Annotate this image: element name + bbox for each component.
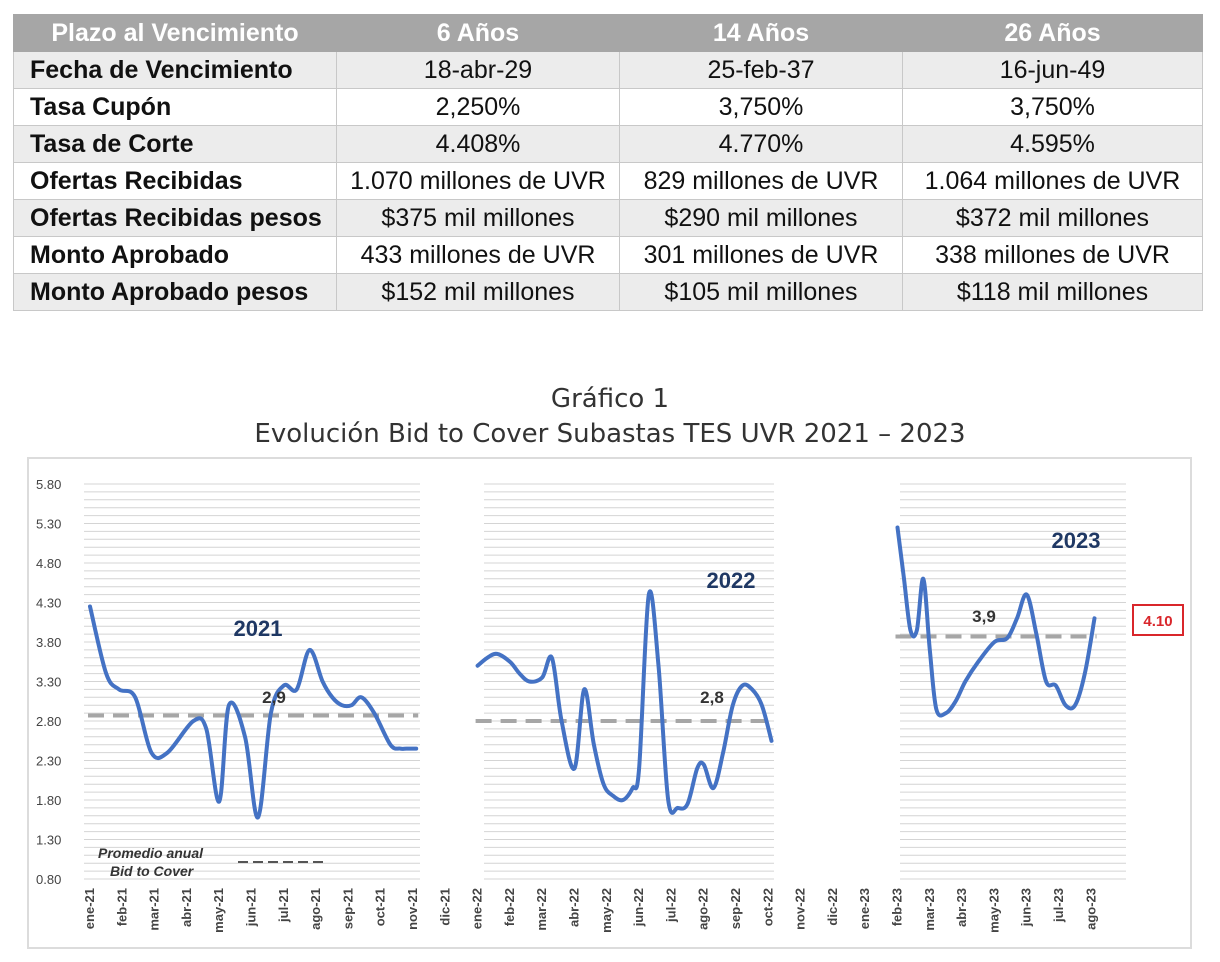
chart-subtitle: Evolución Bid to Cover Subastas TES UVR … — [254, 419, 966, 449]
y-tick-label: 2.80 — [36, 714, 61, 729]
series-line-2022 — [475, 589, 774, 815]
x-tick-label: feb-23 — [890, 888, 905, 926]
table-cell: 18-abr-29 — [336, 51, 620, 89]
y-tick-label: 5.30 — [36, 517, 61, 532]
x-tick-label: jun-22 — [631, 888, 646, 927]
grid-panel-2 — [484, 483, 774, 880]
year-label-2023: 2023 — [1052, 528, 1101, 553]
table-cell: 4.408% — [336, 125, 620, 163]
table-cell: 2,250% — [336, 88, 620, 126]
x-tick-label: abr-21 — [179, 888, 194, 927]
table-cell: $118 mil millones — [902, 273, 1203, 311]
table-cell: 16-jun-49 — [902, 51, 1203, 89]
table-cell: 3,750% — [902, 88, 1203, 126]
table-row: Fecha de Vencimiento 18-abr-29 25-feb-37… — [13, 51, 1203, 89]
x-tick-label: ene-21 — [82, 888, 97, 929]
x-tick-label: sep-22 — [728, 888, 743, 929]
table-header-row: Plazo al Vencimiento 6 Años 14 Años 26 A… — [13, 14, 1203, 52]
x-tick-label: nov-22 — [793, 888, 808, 930]
row-label: Tasa de Corte — [13, 125, 337, 163]
last-value-box — [1132, 604, 1184, 636]
x-tick-label: mar-23 — [922, 888, 937, 931]
x-tick-label: ene-22 — [470, 888, 485, 929]
x-tick-label: abr-23 — [954, 888, 969, 927]
y-tick-label: 2.30 — [36, 754, 61, 769]
row-label: Ofertas Recibidas — [13, 162, 337, 200]
y-tick-label: 1.80 — [36, 793, 61, 808]
x-tick-label: mar-21 — [147, 888, 162, 931]
table-cell: 433 millones de UVR — [336, 236, 620, 274]
header-26-years: 26 Años — [902, 14, 1203, 52]
x-tick-label: jun-21 — [244, 888, 259, 927]
y-tick-label: 1.30 — [36, 833, 61, 848]
table-cell: $372 mil millones — [902, 199, 1203, 237]
x-tick-label: dic-22 — [825, 888, 840, 926]
x-tick-label: oct-21 — [373, 888, 388, 926]
table-cell: 829 millones de UVR — [619, 162, 903, 200]
table-row: Monto Aprobado 433 millones de UVR 301 m… — [13, 236, 1203, 274]
table-row: Ofertas Recibidas pesos $375 mil millone… — [13, 199, 1203, 237]
y-tick-label: 4.80 — [36, 556, 61, 571]
x-tick-label: dic-21 — [437, 888, 452, 926]
last-value-label: 4.10 — [1143, 613, 1172, 630]
x-tick-label: jul-22 — [663, 888, 678, 923]
x-tick-label: nov-21 — [405, 888, 420, 930]
header-plazo: Plazo al Vencimiento — [13, 14, 337, 52]
legend-text-line1: Promedio anual — [98, 845, 204, 861]
table-cell: $152 mil millones — [336, 273, 620, 311]
table-cell: 301 millones de UVR — [619, 236, 903, 274]
average-label-2022: 2,8 — [700, 688, 724, 707]
x-tick-label: ago-21 — [308, 888, 323, 930]
year-label-2022: 2022 — [707, 568, 756, 593]
table-cell: $105 mil millones — [619, 273, 903, 311]
average-label-2021: 2,9 — [262, 688, 286, 707]
x-tick-label: ago-23 — [1083, 888, 1098, 930]
series-line-2023 — [895, 525, 1097, 718]
x-tick-label: sep-21 — [340, 888, 355, 929]
x-tick-label: may-23 — [986, 888, 1001, 933]
table-cell: $290 mil millones — [619, 199, 903, 237]
table-cell: 4.770% — [619, 125, 903, 163]
table-cell: 4.595% — [902, 125, 1203, 163]
x-tick-label: ago-22 — [696, 888, 711, 930]
table-row: Tasa de Corte 4.408% 4.770% 4.595% — [13, 125, 1203, 163]
header-6-years: 6 Años — [336, 14, 620, 52]
x-tick-label: abr-22 — [567, 888, 582, 927]
x-tick-label: may-21 — [211, 888, 226, 933]
table-row: Monto Aprobado pesos $152 mil millones $… — [13, 273, 1203, 311]
series-line-2021 — [88, 604, 419, 820]
x-tick-label: feb-21 — [114, 888, 129, 926]
y-tick-label: 0.80 — [36, 872, 61, 887]
table-cell: 25-feb-37 — [619, 51, 903, 89]
average-label-2023: 3,9 — [972, 607, 996, 626]
x-tick-label: mar-22 — [534, 888, 549, 931]
y-tick-label: 3.30 — [36, 675, 61, 690]
table-cell: $375 mil millones — [336, 199, 620, 237]
year-label-2021: 2021 — [234, 616, 283, 641]
bond-auction-table: Plazo al Vencimiento 6 Años 14 Años 26 A… — [13, 14, 1203, 311]
x-tick-label: jun-23 — [1019, 888, 1034, 927]
y-tick-label: 4.30 — [36, 596, 61, 611]
legend-text-line2: Bid to Cover — [110, 863, 195, 879]
x-tick-label: oct-22 — [760, 888, 775, 926]
x-tick-label: jul-21 — [276, 888, 291, 923]
row-label: Fecha de Vencimiento — [13, 51, 337, 89]
row-label: Monto Aprobado pesos — [13, 273, 337, 311]
y-tick-label: 3.80 — [36, 635, 61, 650]
x-tick-label: may-22 — [599, 888, 614, 933]
chart-title: Gráfico 1 — [550, 384, 670, 414]
x-tick-label: ene-23 — [857, 888, 872, 929]
grid-panel-1 — [84, 483, 420, 880]
x-tick-label: feb-22 — [502, 888, 517, 926]
table-cell: 1.064 millones de UVR — [902, 162, 1203, 200]
y-tick-label: 5.80 — [36, 477, 61, 492]
x-tick-label: jul-23 — [1051, 888, 1066, 923]
